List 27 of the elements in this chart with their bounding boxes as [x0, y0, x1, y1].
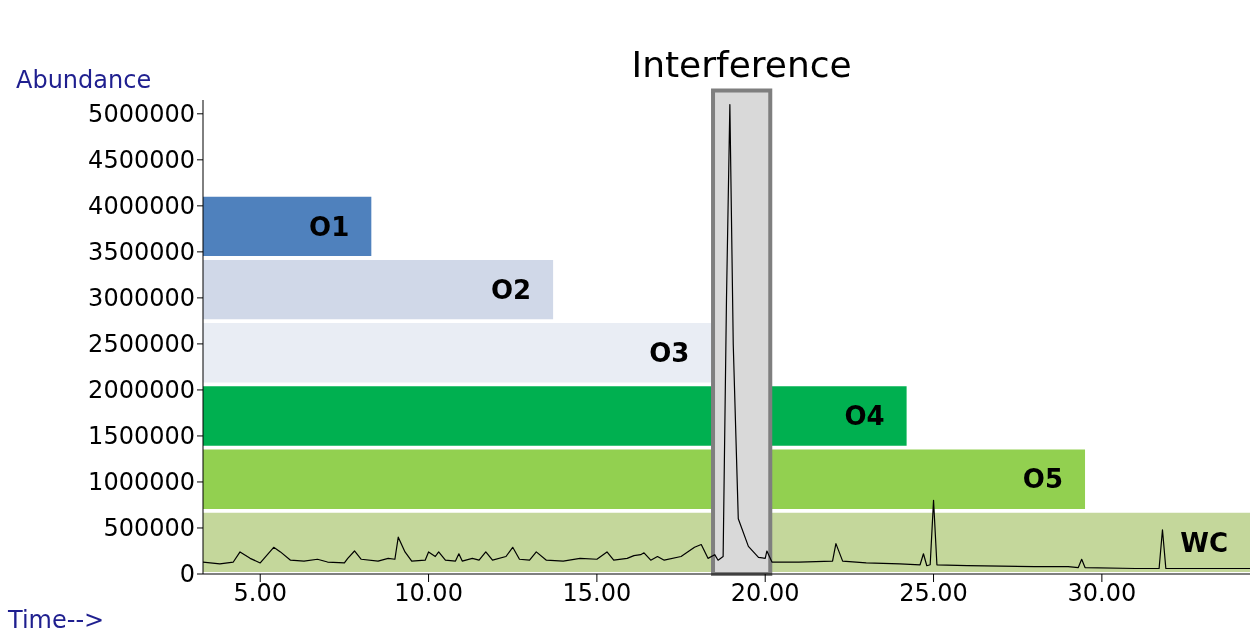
y-tick-label: 4500000	[88, 145, 195, 174]
y-tick-label: 3000000	[88, 283, 195, 312]
y-axis-title: Abundance	[16, 66, 152, 94]
band-label: Interference	[631, 43, 852, 85]
y-tick-label: 2000000	[88, 375, 195, 404]
y-tick-label: 0	[179, 560, 195, 588]
band-label: O2	[490, 274, 532, 305]
band-label: O5	[1022, 464, 1064, 495]
x-tick-label: 15.00	[562, 579, 632, 608]
y-tick-label: 1000000	[88, 467, 195, 496]
band-label: O1	[309, 211, 350, 242]
x-tick-label: 10.00	[394, 579, 463, 608]
x-tick-label: 30.00	[1067, 579, 1137, 608]
x-tick-label: 25.00	[899, 579, 968, 608]
y-tick-label: 4000000	[88, 191, 195, 220]
band-label: O4	[844, 401, 885, 432]
y-tick-label: 1500000	[88, 421, 195, 450]
y-tick-label: 500000	[103, 513, 195, 542]
y-tick-label: 5000000	[88, 99, 195, 128]
y-tick-label: 3500000	[88, 237, 195, 266]
x-tick-label: 5.00	[233, 579, 287, 608]
band-label: O3	[649, 338, 690, 369]
y-tick-label: 2500000	[88, 329, 195, 358]
x-tick-label: 20.00	[730, 579, 800, 608]
band-label: WC	[1180, 527, 1228, 558]
x-axis-title: Time-->	[8, 606, 105, 634]
line-series	[203, 104, 1250, 570]
